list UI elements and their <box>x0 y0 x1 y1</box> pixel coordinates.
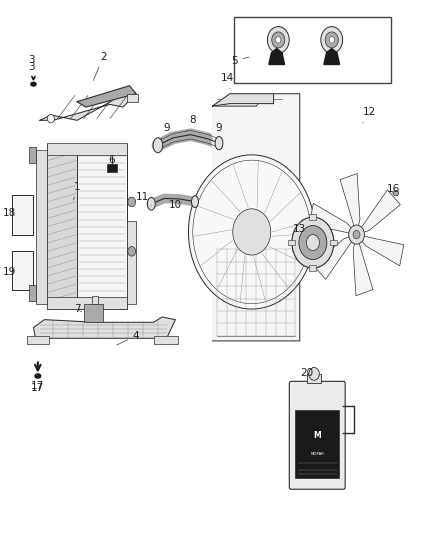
Circle shape <box>306 235 319 251</box>
Text: 14: 14 <box>221 73 234 88</box>
Text: 18: 18 <box>3 208 16 219</box>
Text: MOPAR: MOPAR <box>310 452 324 456</box>
Text: 8: 8 <box>186 115 196 131</box>
Text: 6: 6 <box>109 155 115 168</box>
Bar <box>27 336 49 344</box>
Text: 17: 17 <box>31 381 44 391</box>
Circle shape <box>329 37 334 43</box>
Ellipse shape <box>393 190 399 196</box>
Text: 3: 3 <box>28 62 35 72</box>
Bar <box>295 410 339 478</box>
Polygon shape <box>40 91 136 120</box>
Text: 17: 17 <box>31 383 44 393</box>
Bar <box>107 165 117 172</box>
Circle shape <box>233 209 271 255</box>
Text: 1: 1 <box>74 182 81 200</box>
Text: 11: 11 <box>136 192 151 205</box>
Polygon shape <box>353 235 373 296</box>
Polygon shape <box>212 94 300 341</box>
Ellipse shape <box>191 196 198 207</box>
Polygon shape <box>212 94 274 106</box>
Text: 12: 12 <box>363 107 376 123</box>
Text: 9: 9 <box>212 123 223 139</box>
Circle shape <box>47 115 54 123</box>
Text: 3: 3 <box>28 55 35 66</box>
Polygon shape <box>33 317 175 338</box>
Bar <box>307 374 321 383</box>
Ellipse shape <box>153 138 162 153</box>
Circle shape <box>188 155 315 309</box>
Bar <box>29 147 35 163</box>
Polygon shape <box>340 173 360 235</box>
Bar <box>46 144 127 309</box>
Polygon shape <box>313 235 357 279</box>
Bar <box>84 304 103 322</box>
Circle shape <box>272 32 285 48</box>
Text: 7: 7 <box>74 304 81 314</box>
Bar <box>35 150 46 304</box>
Bar <box>12 195 33 235</box>
Text: 4: 4 <box>117 330 139 345</box>
Circle shape <box>299 225 327 260</box>
Ellipse shape <box>31 82 36 86</box>
Bar <box>46 143 127 155</box>
Text: 10: 10 <box>169 200 182 211</box>
Bar <box>127 94 138 102</box>
Bar <box>288 240 295 245</box>
Circle shape <box>128 197 136 207</box>
Circle shape <box>309 368 319 380</box>
Text: 19: 19 <box>3 267 16 277</box>
Polygon shape <box>309 204 357 235</box>
Circle shape <box>321 27 343 53</box>
Polygon shape <box>269 49 285 64</box>
Bar <box>153 336 177 344</box>
Polygon shape <box>77 86 136 107</box>
Circle shape <box>276 37 281 43</box>
Bar <box>127 221 136 304</box>
Text: 16: 16 <box>387 184 400 195</box>
Ellipse shape <box>215 136 223 150</box>
Polygon shape <box>357 190 400 235</box>
Circle shape <box>349 225 364 244</box>
Text: 9: 9 <box>161 123 170 139</box>
Text: 13: 13 <box>293 224 308 237</box>
Bar <box>234 17 392 83</box>
Bar <box>12 251 33 290</box>
Polygon shape <box>324 49 339 64</box>
Bar <box>309 265 316 271</box>
Bar <box>309 214 316 220</box>
FancyBboxPatch shape <box>289 381 345 489</box>
Text: 2: 2 <box>93 52 106 80</box>
Circle shape <box>267 27 289 53</box>
Bar <box>92 296 98 304</box>
Bar <box>330 240 337 245</box>
Circle shape <box>128 247 136 256</box>
Circle shape <box>292 217 334 268</box>
Ellipse shape <box>148 197 155 210</box>
Ellipse shape <box>35 374 41 378</box>
Polygon shape <box>357 235 404 266</box>
Bar <box>46 297 127 309</box>
Bar <box>29 285 35 301</box>
Text: 5: 5 <box>231 56 249 66</box>
Circle shape <box>353 230 360 239</box>
Text: M: M <box>313 431 321 440</box>
Text: 20: 20 <box>300 368 313 384</box>
Bar <box>46 144 77 309</box>
Circle shape <box>325 32 338 48</box>
